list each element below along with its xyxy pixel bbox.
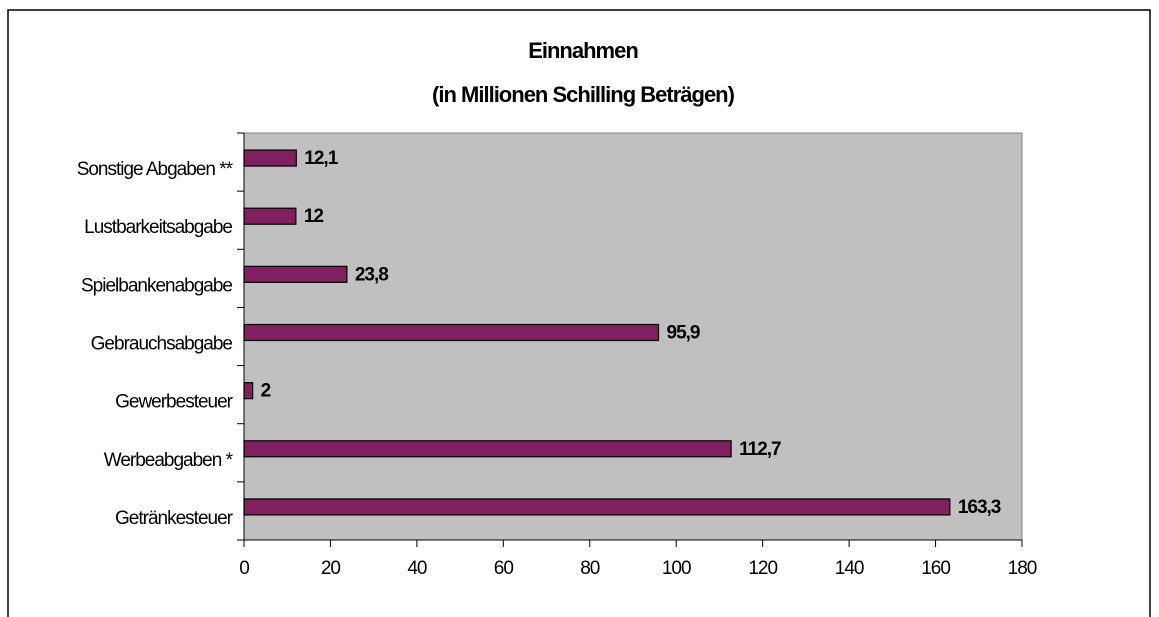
x-tick-label: 160 (921, 558, 950, 579)
y-tick-label: Spielbankenabgabe (81, 275, 232, 296)
bar (243, 323, 660, 342)
x-tick-label: 100 (662, 558, 691, 579)
chart-subtitle: (in Millionen Schilling Beträgen) (432, 82, 735, 107)
y-tick-label: Getränkesteuer (115, 508, 234, 529)
value-label: 12,1 (304, 148, 338, 169)
chart-frame (7, 9, 1151, 617)
value-label: 2 (261, 381, 271, 402)
y-tick-label: Werbeabgaben * (104, 450, 234, 471)
bar (243, 265, 348, 283)
bar (243, 207, 297, 225)
value-label: 23,8 (355, 264, 388, 285)
bar (243, 498, 951, 516)
x-tick-label: 180 (1008, 558, 1037, 579)
y-tick-label: Gebrauchsabgabe (91, 334, 233, 355)
y-tick-label: Sonstige Abgaben ** (77, 159, 234, 180)
x-tick-label: 120 (748, 558, 777, 579)
x-tick-label: 0 (239, 558, 249, 579)
y-tick-label: Gewerbesteuer (115, 392, 234, 413)
x-tick-label: 40 (407, 558, 427, 579)
y-tick-label: Lustbarkeitsabgabe (84, 217, 232, 238)
bar (243, 382, 254, 400)
bar (243, 149, 297, 167)
value-label: 95,9 (667, 323, 700, 344)
value-label: 163,3 (958, 497, 1001, 518)
x-tick-label: 140 (835, 558, 864, 579)
chart-title: Einnahmen (528, 38, 638, 63)
x-tick-label: 20 (321, 558, 341, 579)
value-label: 112,7 (739, 439, 781, 460)
value-label: 12 (304, 206, 324, 227)
bar (243, 440, 732, 458)
x-tick-label: 80 (580, 558, 600, 579)
x-tick-label: 60 (494, 558, 514, 579)
